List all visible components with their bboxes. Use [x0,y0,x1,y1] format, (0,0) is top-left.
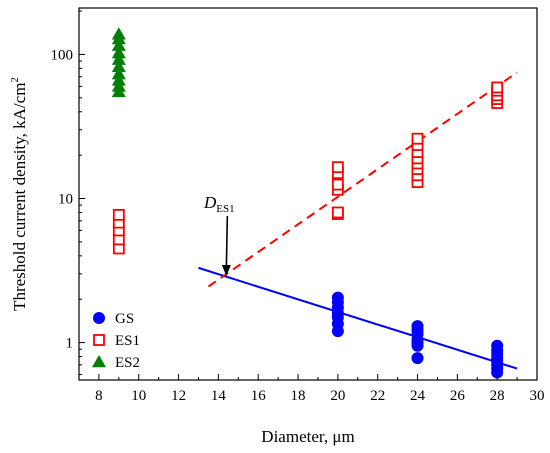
series-gs [331,291,504,379]
es2-data-point [111,73,126,86]
es2-data-point [111,52,126,65]
es1-data-point [491,81,504,94]
legend-marker-es2 [92,355,106,368]
series-es1 [112,81,504,255]
es1-data-point [112,208,125,221]
legend-marker-gs [93,312,105,324]
es1-data-point [331,161,344,174]
es1-data-point [411,132,424,145]
annotation: DES1 [203,193,235,277]
y-tick-label: 1 [66,336,74,352]
legend-marker-es1 [93,334,105,346]
x-tick-label: 10 [131,388,146,404]
x-tick-label: 26 [450,388,466,404]
x-tick-label: 18 [291,388,306,404]
legend-label-es2: ES2 [115,355,140,371]
legend-label-es1: ES1 [115,333,140,349]
es2-data-point [111,27,126,40]
x-tick-label: 16 [251,388,267,404]
gs-data-point [331,291,344,304]
plot-frame [78,7,538,381]
x-tick-label: 22 [370,388,385,404]
gs-data-point [411,352,424,365]
es1-data-point [331,206,344,219]
es1-fit-line [207,71,518,288]
annotation-arrow-head [221,265,231,277]
annotation-label-main: D [203,193,217,212]
legend: GS ES1 ES2 [92,311,140,371]
es2-data-point [111,59,126,73]
gs-data-point [491,339,504,352]
x-axis-ticks: 8 10 12 14 16 18 20 22 24 26 28 30 [78,374,545,404]
x-tick-label: 28 [490,388,505,404]
x-tick-label: 12 [171,388,186,404]
x-tick-label: 14 [211,388,227,404]
x-tick-label: 30 [530,388,545,404]
gs-data-point [411,320,424,333]
data-markers [111,27,504,379]
x-tick-label: 20 [330,388,345,404]
y-tick-label: 10 [58,192,73,208]
fit-lines [198,71,518,370]
y-tick-label: 100 [51,47,74,63]
gs-fit-line [198,266,518,370]
y-axis-title-superscript: 2 [9,77,21,83]
y-axis-ticks: 1 10 100 [51,10,85,376]
x-tick-label: 8 [95,388,103,404]
x-axis-title: Diameter, μm [261,427,354,446]
y-axis-title: Threshold current density, kA/cm2 [9,77,29,311]
es2-data-point [111,38,126,51]
series-es2 [111,27,126,98]
es2-data-point [111,67,126,80]
annotation-arrow-shaft [225,215,229,269]
es2-data-point [111,46,126,59]
es1-data-point [331,178,344,191]
x-tick-label: 24 [410,388,426,404]
annotation-label-subscript: ES1 [216,203,234,215]
y-axis-title-main: Threshold current density, kA/cm [10,83,29,311]
legend-label-gs: GS [115,311,134,327]
annotation-label: DES1 [203,193,235,215]
